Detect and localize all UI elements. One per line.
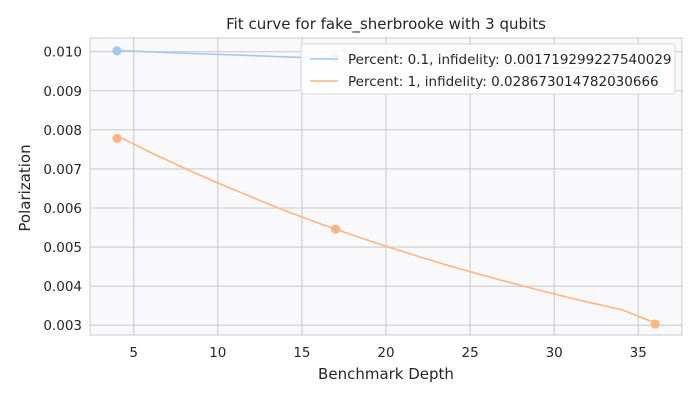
x-tick-label: 30 (546, 345, 563, 361)
y-tick-label: 0.005 (43, 240, 82, 256)
x-tick-label: 5 (129, 345, 138, 361)
chart-title: Fit curve for fake_sherbrooke with 3 qub… (226, 15, 546, 34)
y-tick-label: 0.006 (43, 201, 82, 217)
y-tick-label: 0.010 (43, 45, 82, 61)
data-point (650, 319, 660, 329)
fit-line (116, 134, 656, 324)
legend-label: Percent: 0.1, infidelity: 0.001719299227… (348, 52, 672, 68)
data-point (330, 224, 341, 234)
y-axis-ticks: 0.003 0.004 0.005 0.006 0.007 0.008 0.009 0.010 (43, 45, 82, 335)
y-tick-label: 0.004 (43, 279, 82, 295)
x-axis-ticks: 5 10 15 20 25 30 35 (129, 345, 646, 361)
x-tick-label: 10 (209, 345, 226, 361)
x-tick-label: 25 (461, 345, 478, 361)
legend-label: Percent: 1, infidelity: 0.02867301478203… (348, 74, 659, 90)
y-tick-label: 0.008 (43, 123, 82, 139)
x-axis-label: Benchmark Depth (318, 365, 454, 383)
series-2 (112, 133, 660, 329)
y-axis-label: Polarization (16, 144, 34, 231)
data-point (112, 46, 122, 56)
x-tick-label: 20 (377, 345, 394, 361)
x-tick-label: 15 (293, 345, 310, 361)
x-tick-label: 35 (630, 345, 647, 361)
legend-box (300, 43, 676, 95)
y-tick-label: 0.003 (43, 318, 82, 334)
legend: Percent: 0.1, infidelity: 0.001719299227… (300, 43, 676, 95)
data-point (112, 133, 122, 144)
y-tick-label: 0.009 (43, 84, 82, 100)
y-tick-label: 0.007 (43, 162, 82, 178)
